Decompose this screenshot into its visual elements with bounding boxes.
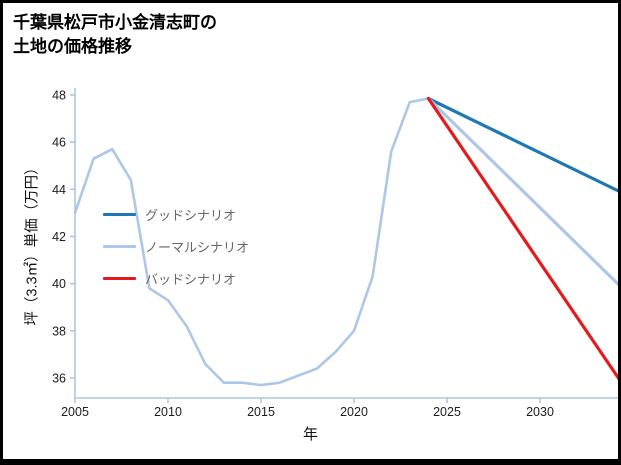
legend-item-normal: ノーマルシナリオ xyxy=(103,237,249,256)
tick-label: 36 xyxy=(52,371,66,385)
legend-item-good: グッドシナリオ xyxy=(103,205,249,224)
legend-swatch-good xyxy=(103,212,136,217)
series-line-バッドシナリオ xyxy=(426,96,618,381)
tick-label: 48 xyxy=(52,89,66,103)
tick-label: 40 xyxy=(52,277,66,291)
series-line-実績（ノーマルカラー） xyxy=(73,97,430,387)
chart-title: 千葉県松戸市小金清志町の 土地の価格推移 xyxy=(13,11,217,59)
legend-item-bad: バッドシナリオ xyxy=(103,269,249,288)
legend-label-good: グッドシナリオ xyxy=(145,208,237,223)
chart-legend: グッドシナリオ ノーマルシナリオ バッドシナリオ xyxy=(103,205,249,288)
tick-label: 46 xyxy=(52,136,66,150)
tick-label: 44 xyxy=(52,183,66,197)
x-axis-label: 年 xyxy=(302,426,318,443)
tick-label: 2030 xyxy=(526,405,554,419)
y-axis-label: 坪（3.3㎡）単価（万円） xyxy=(24,160,41,326)
tick-label: 2020 xyxy=(340,405,368,419)
tick-label: 38 xyxy=(52,324,66,338)
legend-swatch-bad xyxy=(103,276,136,281)
legend-swatch-normal xyxy=(103,244,136,249)
legend-label-normal: ノーマルシナリオ xyxy=(145,240,250,255)
series-line-グッドシナリオ xyxy=(426,96,618,193)
tick-label: 42 xyxy=(52,230,66,244)
chart-title-line2: 土地の価格推移 xyxy=(13,36,132,56)
chart-svg: 2005 2010 2015 2020 2025 2030 36 38 40 42 44 46 48 xyxy=(52,88,618,419)
series-line-ノーマルシナリオ xyxy=(426,96,618,287)
tick-label: 2005 xyxy=(61,405,89,419)
legend-label-bad: バッドシナリオ xyxy=(145,272,237,287)
chart-title-line1: 千葉県松戸市小金清志町の xyxy=(13,13,217,32)
tick-label: 2025 xyxy=(433,405,461,419)
tick-label: 2015 xyxy=(247,405,275,419)
tick-label: 2010 xyxy=(154,405,182,419)
